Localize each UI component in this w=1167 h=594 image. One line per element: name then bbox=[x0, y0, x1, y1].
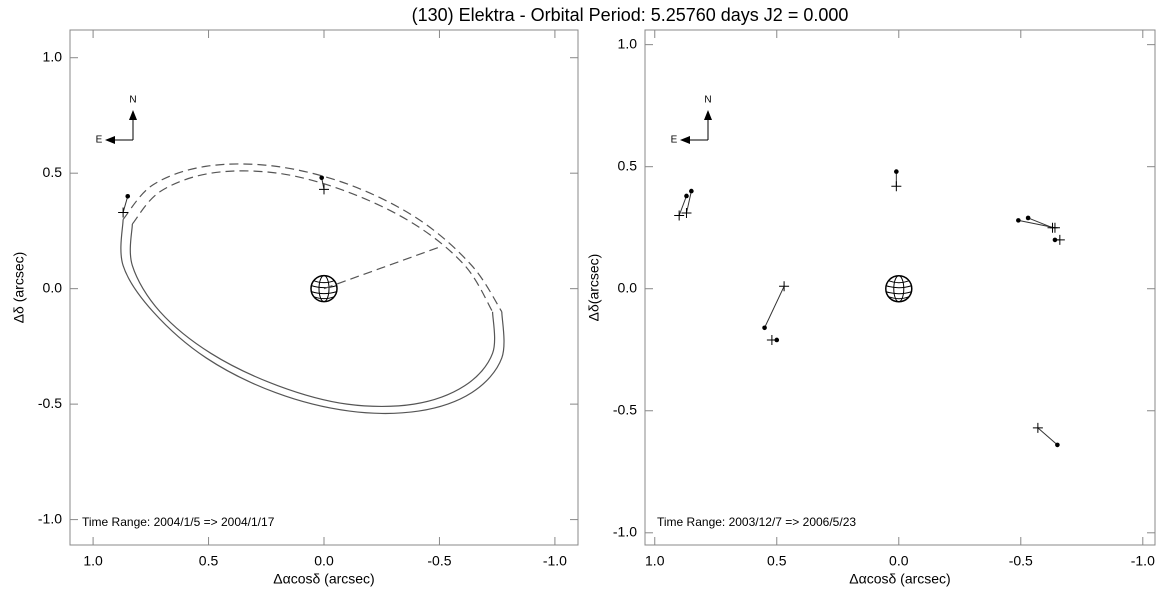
x-tick-label: -1.0 bbox=[543, 553, 567, 569]
predicted-point bbox=[1032, 422, 1043, 433]
figure-title: (130) Elektra - Orbital Period: 5.25760 … bbox=[412, 5, 849, 25]
primary-band bbox=[313, 280, 335, 284]
observed-point bbox=[125, 193, 131, 199]
primary-band bbox=[313, 296, 335, 300]
residual-line bbox=[678, 195, 687, 216]
x-tick-label: 1.0 bbox=[83, 553, 103, 569]
time-range: Time Range: 2003/12/7 => 2006/5/23 bbox=[657, 515, 856, 529]
primary-meridian bbox=[893, 275, 905, 303]
observed-point bbox=[684, 193, 689, 199]
x-axis-label: Δαcosδ (arcsec) bbox=[273, 571, 374, 587]
y-tick-label: -1.0 bbox=[38, 510, 62, 526]
y-tick-label: -0.5 bbox=[613, 401, 637, 417]
primary-meridian bbox=[318, 275, 330, 303]
predicted-point bbox=[118, 207, 129, 218]
y-tick-label: 0.5 bbox=[618, 157, 638, 173]
panel: 1.0 0.5 0.0 -0.5 -1.0 1.0 0.5 0.0 -0.5 -1.0 Δαcosδ… bbox=[586, 29, 1156, 587]
compass-east-head bbox=[105, 136, 115, 144]
compass-n-label: N bbox=[129, 95, 136, 106]
y-tick-label: 0.5 bbox=[43, 164, 63, 180]
compass-n-label: N bbox=[704, 95, 711, 106]
orbit-line bbox=[122, 163, 503, 313]
observed-point bbox=[319, 175, 324, 181]
observed-point bbox=[689, 188, 694, 194]
primary-band bbox=[885, 291, 912, 295]
y-tick-label: -0.5 bbox=[38, 395, 62, 411]
time-range: Time Range: 2004/1/5 => 2004/1/17 bbox=[82, 515, 275, 529]
primary-band bbox=[888, 296, 910, 300]
primary-band bbox=[311, 291, 337, 295]
x-tick-label: -1.0 bbox=[1131, 553, 1155, 569]
predicted-point bbox=[681, 208, 692, 219]
y-tick-label: 1.0 bbox=[43, 48, 63, 64]
observed-point bbox=[762, 325, 767, 331]
residual-line bbox=[764, 286, 785, 328]
x-tick-label: 0.5 bbox=[199, 553, 219, 569]
observed-point bbox=[894, 169, 899, 174]
observed-point bbox=[1055, 442, 1060, 448]
x-tick-label: 0.5 bbox=[767, 553, 787, 569]
residual-line bbox=[122, 196, 129, 213]
residual-line bbox=[1037, 427, 1058, 446]
x-tick-label: -0.5 bbox=[1009, 553, 1033, 569]
compass-e-label: E bbox=[671, 135, 678, 146]
compass-north-head bbox=[129, 110, 137, 120]
y-tick-label: 0.0 bbox=[618, 279, 638, 295]
x-tick-label: 0.0 bbox=[314, 553, 334, 569]
y-axis-label: Δδ (arcsec) bbox=[11, 252, 27, 324]
predicted-point bbox=[779, 281, 790, 292]
predicted-point bbox=[319, 184, 329, 195]
x-axis-label: Δαcosδ (arcsec) bbox=[849, 571, 950, 587]
x-tick-label: 0.0 bbox=[889, 553, 909, 569]
y-tick-label: 0.0 bbox=[43, 279, 63, 295]
orbit-line bbox=[323, 246, 440, 290]
primary-band bbox=[885, 285, 912, 289]
residual-line bbox=[1027, 217, 1053, 229]
y-axis-label: Δδ(arcsec) bbox=[586, 254, 602, 322]
orbit-line bbox=[129, 223, 496, 408]
orbit-line bbox=[120, 219, 505, 414]
primary-band bbox=[311, 285, 337, 289]
predicted-point bbox=[891, 181, 902, 192]
observed-point bbox=[1025, 215, 1031, 221]
observed-point bbox=[1016, 218, 1021, 223]
compass-north-head bbox=[704, 110, 712, 120]
x-tick-label: -0.5 bbox=[427, 553, 451, 569]
plot-frame bbox=[644, 29, 1156, 546]
predicted-point bbox=[766, 334, 777, 345]
x-tick-label: 1.0 bbox=[645, 553, 665, 569]
primary bbox=[885, 274, 913, 303]
orbit-line bbox=[131, 170, 494, 313]
predicted-point bbox=[1054, 234, 1065, 245]
compass-e-label: E bbox=[96, 135, 103, 146]
panel: 1.0 0.5 0.0 -0.5 -1.0 1.0 0.5 0.0 -0.5 -1.0 Δαcosδ… bbox=[11, 29, 579, 587]
primary-band bbox=[888, 280, 910, 284]
predicted-point bbox=[674, 210, 685, 221]
compass-east-head bbox=[680, 136, 690, 144]
primary-disk bbox=[885, 274, 913, 303]
y-tick-label: -1.0 bbox=[613, 523, 637, 539]
y-tick-label: 1.0 bbox=[618, 35, 638, 51]
predicted-point bbox=[1047, 222, 1058, 233]
residual-line bbox=[685, 190, 692, 214]
